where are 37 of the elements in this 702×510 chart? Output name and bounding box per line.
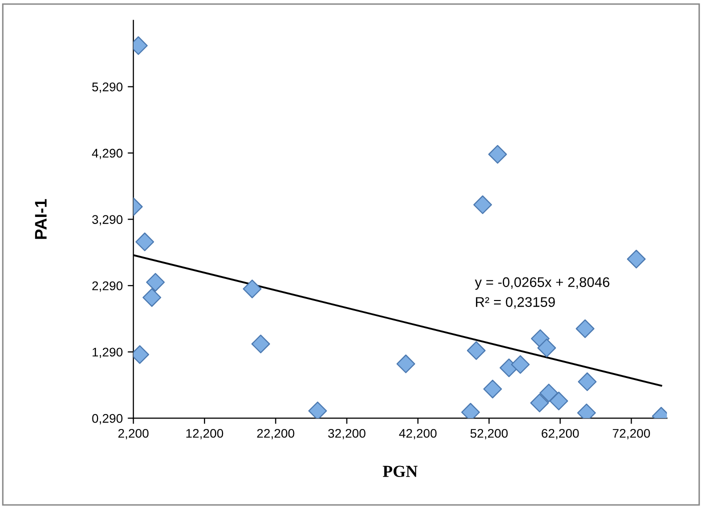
annotation: R² = 0,23159: [476, 297, 555, 309]
point: [251, 334, 270, 354]
point: [511, 355, 530, 374]
point: [530, 394, 549, 412]
point: [537, 338, 556, 358]
x-tick-label: 42,200: [399, 428, 437, 440]
y-tick-label: 2,290: [92, 281, 122, 292]
x-tick-label: 12,200: [186, 428, 224, 440]
point: [539, 384, 558, 402]
x-tick-label: 52,200: [470, 428, 508, 440]
y-axis-title: PAI-1: [35, 199, 47, 239]
point: [308, 402, 327, 418]
annotation: y = -0,0265x + 2,8046: [474, 277, 610, 290]
point: [242, 280, 262, 298]
x-tick-label: 72,200: [612, 428, 650, 440]
point: [466, 341, 486, 360]
point: [473, 195, 492, 214]
point: [396, 354, 416, 374]
point: [576, 319, 594, 338]
y-tick-label: 0,290: [92, 414, 122, 424]
point: [142, 288, 162, 307]
x-tick-label: 32,200: [328, 428, 366, 440]
point: [483, 380, 502, 398]
point: [146, 272, 165, 292]
point: [578, 372, 597, 392]
point: [626, 250, 646, 268]
x-tick-label: 62,200: [542, 428, 579, 440]
x-axis-title: PGN: [382, 466, 418, 477]
point: [135, 232, 154, 252]
point: [549, 392, 568, 410]
y-tick-label: 4,290: [92, 148, 122, 160]
y-tick-label: 5,290: [92, 82, 122, 93]
point: [488, 144, 507, 164]
x-tick-label: 2,200: [118, 428, 149, 440]
y-tick-label: 3,290: [92, 215, 122, 226]
x-tick-label: 22,200: [257, 428, 294, 440]
y-tick-label: 1,290: [92, 348, 122, 358]
